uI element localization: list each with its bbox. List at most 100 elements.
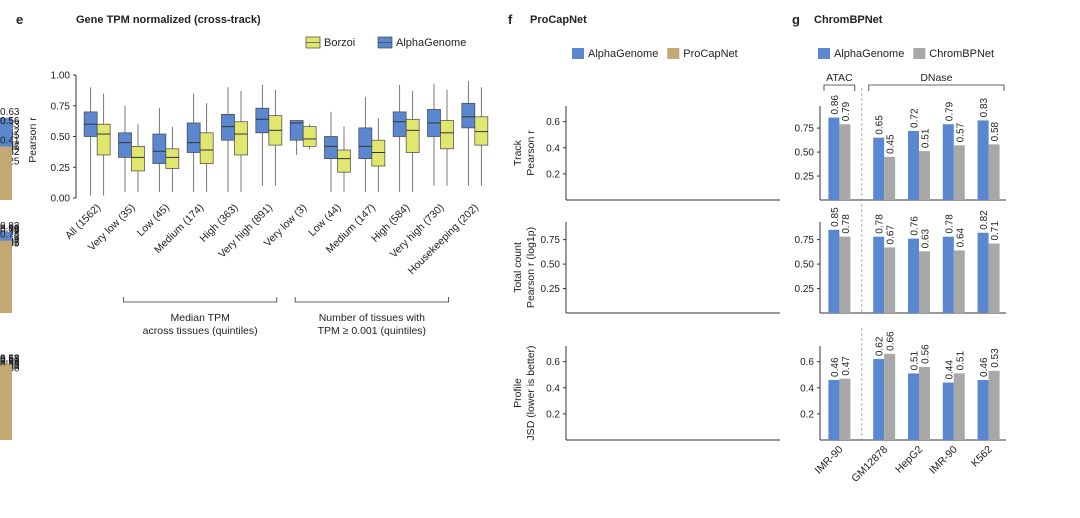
panel-e-ytick-label: 0.25 [51, 163, 71, 174]
bar-value-label: 0.51 [955, 351, 966, 371]
ytick-label: 0.4 [800, 383, 814, 394]
bar-alphagenome [942, 124, 954, 200]
bar-alphagenome [873, 359, 885, 440]
bar-value-label: 0.83 [979, 97, 990, 117]
legend-swatch-procapnet [667, 48, 680, 59]
box-borzoi [96, 123, 111, 156]
ytick-label: 0.25 [795, 172, 815, 183]
bar-value-label: 0.80 [0, 224, 20, 235]
bar-value-label: 0.47 [841, 356, 852, 376]
bar-value-label: 0.78 [841, 214, 852, 234]
box-alphagenome [152, 133, 167, 164]
box-alphagenome [118, 132, 132, 158]
legend-label-alphagenome: AlphaGenome [396, 37, 466, 49]
bar-chrombpnet [884, 353, 896, 440]
bar-value-label: 0.67 [886, 225, 897, 245]
legend-label-alphagenome: AlphaGenome [834, 48, 904, 60]
bar-value-label: 0.79 [944, 101, 955, 121]
ytick-label: 0.50 [795, 260, 815, 271]
bar-alphagenome [977, 232, 989, 313]
category-label: IMR-90 [927, 444, 960, 477]
legend-label-alphagenome: AlphaGenome [588, 48, 658, 60]
bar-value-label: 0.78 [875, 214, 886, 234]
row-ylabel-line: JSD (lower is better) [525, 345, 537, 440]
box-borzoi [199, 132, 214, 164]
ytick-label: 0.50 [795, 148, 815, 159]
bar-alphagenome [828, 229, 840, 313]
bar-value-label: 0.78 [944, 214, 955, 234]
bar-value-label: 0.51 [910, 351, 921, 371]
bar-chrombpnet [988, 144, 1000, 200]
box-borzoi [337, 149, 351, 173]
bar-alphagenome [828, 379, 840, 440]
bar-value-label: 0.63 [0, 107, 20, 118]
panel-e-title: Gene TPM normalized (cross-track) [76, 14, 261, 26]
ytick-label: 0.2 [546, 169, 560, 180]
legend-label-procapnet: ProCapNet [683, 48, 737, 60]
group-label-line: Median TPM [170, 312, 229, 324]
bar-alphagenome [942, 236, 954, 313]
bar-alphagenome [828, 117, 840, 200]
row-ylabel-line: Total count [512, 242, 524, 293]
panel-e-ytick-label: 0.75 [51, 101, 71, 112]
bar-value-label: 0.51 [921, 128, 932, 148]
bar-alphagenome [977, 120, 989, 200]
box-borzoi [165, 148, 180, 169]
bar-chrombpnet [839, 236, 851, 313]
bar-chrombpnet [953, 250, 965, 313]
category-label: GM12878 [849, 444, 890, 485]
group-bracket [294, 297, 449, 303]
bar-value-label: 0.41 [0, 135, 20, 146]
bar-chrombpnet [884, 247, 896, 313]
bar-value-label: 0.82 [979, 210, 990, 230]
bar-alphagenome [977, 379, 989, 440]
ytick-label: 0.50 [541, 260, 561, 271]
row-ylabel-line: Track [512, 139, 524, 166]
box-borzoi [131, 145, 145, 172]
bar-value-label: 0.64 [955, 227, 966, 247]
bar-chrombpnet [988, 243, 1000, 313]
bar-value-label: 0.72 [910, 108, 921, 128]
bar-value-label: 0.79 [0, 225, 20, 236]
panel-e-ytick-label: 0.50 [51, 132, 71, 143]
bar-chrombpnet [919, 251, 930, 313]
bar-value-label: 0.57 [0, 355, 20, 366]
bar-value-label: 0.54 [0, 359, 20, 370]
bar-value-label: 0.57 [0, 355, 20, 366]
ytick-label: 0.6 [546, 117, 560, 128]
bar-procapnet [0, 365, 12, 440]
bar-value-label: 0.85 [830, 207, 841, 227]
panel-e-ylabel: Pearson r [27, 117, 39, 163]
bar-value-label: 0.74 [0, 230, 20, 241]
legend-swatch-alphagenome [572, 48, 584, 59]
legend-label-chrombpnet: ChromBPNet [929, 48, 994, 60]
bar-chrombpnet [839, 378, 851, 440]
box-alphagenome [221, 114, 235, 141]
group-bracket [123, 297, 278, 303]
bar-alphagenome [873, 137, 885, 200]
panel-g-title: ChromBPNet [814, 14, 883, 26]
bar-value-label: 0.53 [990, 348, 1001, 368]
bar-procapnet [0, 146, 12, 200]
bar-value-label: 0.58 [990, 121, 1001, 141]
bar-value-label: 0.56 [0, 116, 20, 127]
bar-value-label: 0.62 [875, 336, 886, 356]
bar-value-label: 0.79 [841, 101, 852, 121]
bar-value-label: 0.58 [0, 353, 20, 364]
bar-value-label: 0.65 [875, 115, 886, 135]
bar-value-label: 0.56 [921, 344, 932, 364]
group-label-line: Number of tissues with [319, 312, 425, 324]
bar-value-label: 0.86 [830, 95, 841, 115]
ytick-label: 0.2 [546, 409, 560, 420]
ytick-label: 0.6 [800, 357, 814, 368]
legend-swatch-chrombpnet [913, 48, 926, 59]
panel-g: 0.250.500.750.86 0.790.650.450.720.510.79… [795, 48, 1006, 485]
panel-f-title: ProCapNet [530, 14, 587, 26]
bar-value-label: 0.76 [910, 216, 921, 236]
bar-alphagenome [873, 236, 885, 313]
bar-alphagenome [908, 238, 919, 313]
bar-value-label: 0.56 [0, 356, 20, 367]
box-alphagenome [358, 127, 373, 159]
